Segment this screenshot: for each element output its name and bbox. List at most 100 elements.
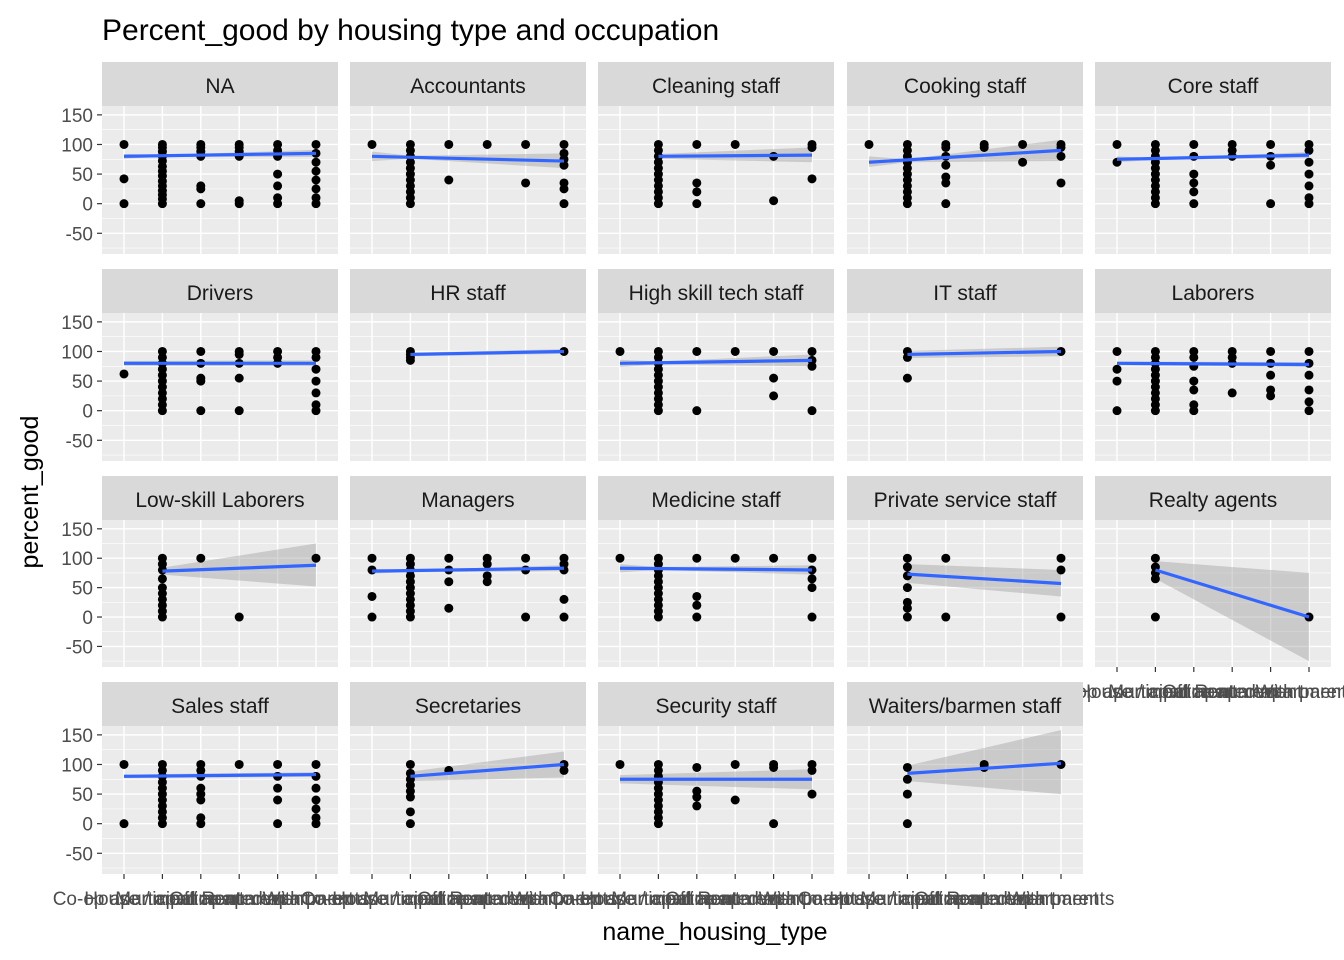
data-point — [1266, 385, 1276, 395]
data-point — [1056, 139, 1066, 149]
data-point — [157, 759, 167, 769]
data-point — [807, 574, 817, 584]
data-point — [482, 139, 492, 149]
data-point — [367, 612, 377, 622]
data-point — [902, 139, 912, 149]
data-point — [1304, 181, 1314, 191]
data-point — [1056, 178, 1066, 188]
data-point — [1018, 157, 1028, 167]
data-point — [157, 346, 167, 356]
data-point — [157, 553, 167, 563]
data-point — [119, 174, 129, 184]
data-point — [1112, 139, 1122, 149]
data-point — [367, 553, 377, 563]
data-point — [311, 157, 321, 167]
data-point — [1150, 346, 1160, 356]
data-point — [1018, 139, 1028, 149]
panel-background — [102, 520, 338, 667]
data-point — [902, 819, 912, 829]
data-point — [941, 160, 951, 170]
confidence-band — [162, 543, 316, 587]
y-tick-label: 100 — [61, 549, 93, 570]
y-tick-label: 0 — [82, 815, 93, 836]
x-tick-label: Municipal apartment — [115, 889, 287, 910]
data-point — [1189, 178, 1199, 188]
data-point — [692, 178, 702, 188]
data-point — [1112, 406, 1122, 416]
panel-background — [847, 520, 1083, 667]
facet-panel: Core staff — [1095, 62, 1331, 254]
data-point — [692, 591, 702, 601]
trend-line — [371, 566, 565, 573]
data-point — [234, 196, 244, 206]
data-point — [444, 577, 454, 587]
data-point — [864, 139, 874, 149]
data-point — [941, 139, 951, 149]
data-point — [807, 612, 817, 622]
data-point — [1150, 139, 1160, 149]
panel-background — [598, 106, 834, 254]
y-tick-label: 150 — [61, 726, 93, 747]
data-point — [653, 759, 663, 769]
data-point — [941, 612, 951, 622]
data-point — [1304, 397, 1314, 407]
y-tick-label: 0 — [82, 195, 93, 216]
x-tick-label: House / apartment — [1077, 682, 1234, 703]
x-tick-label: Municipal apartment — [611, 889, 783, 910]
data-point — [311, 139, 321, 149]
data-point — [559, 553, 569, 563]
data-point — [559, 199, 569, 209]
data-point — [273, 346, 283, 356]
panel-background — [350, 106, 586, 254]
x-tick-label: House / apartment — [332, 889, 489, 910]
data-point — [444, 553, 454, 563]
trend-line — [410, 762, 565, 778]
data-point — [311, 184, 321, 194]
data-point — [1304, 139, 1314, 149]
panel-background — [350, 520, 586, 667]
data-point — [119, 199, 129, 209]
data-point — [807, 406, 817, 416]
data-point — [1056, 151, 1066, 161]
data-point — [273, 139, 283, 149]
data-point — [769, 391, 779, 401]
data-point — [482, 571, 492, 581]
facet-strip-label: Medicine staff — [651, 489, 780, 512]
facet-panel: Drivers -50 0 50 100 150 — [61, 269, 338, 461]
data-point — [1189, 400, 1199, 410]
data-point — [692, 139, 702, 149]
facet-strip-label: HR staff — [430, 282, 506, 305]
y-tick-label: 150 — [61, 313, 93, 334]
facet-strip-label: Managers — [421, 489, 514, 512]
trend-line — [658, 153, 813, 158]
data-point — [769, 553, 779, 563]
data-point — [119, 139, 129, 149]
data-point — [273, 759, 283, 769]
facet-strip — [1095, 269, 1331, 313]
data-point — [273, 169, 283, 179]
data-point — [1304, 406, 1314, 416]
x-tick-label: Co-op apartment — [53, 889, 196, 910]
data-point — [941, 199, 951, 209]
data-point — [730, 795, 740, 805]
facet-strip — [102, 269, 338, 313]
data-point — [311, 783, 321, 793]
data-point — [902, 583, 912, 593]
data-point — [273, 783, 283, 793]
facet-strip-label: Laborers — [1172, 282, 1255, 305]
trend-line — [371, 154, 565, 163]
data-point — [730, 346, 740, 356]
data-point — [1056, 612, 1066, 622]
data-point — [444, 175, 454, 185]
data-point — [1304, 385, 1314, 395]
data-point — [902, 789, 912, 799]
data-point — [196, 783, 206, 793]
facet-strip-label: Sales staff — [171, 695, 269, 718]
data-point — [902, 762, 912, 772]
facet-panel: HR staff — [350, 269, 586, 461]
y-tick-label: -50 — [66, 637, 93, 658]
facet-strip-label: High skill tech staff — [629, 282, 804, 305]
panel-background — [350, 726, 586, 874]
data-point — [653, 139, 663, 149]
